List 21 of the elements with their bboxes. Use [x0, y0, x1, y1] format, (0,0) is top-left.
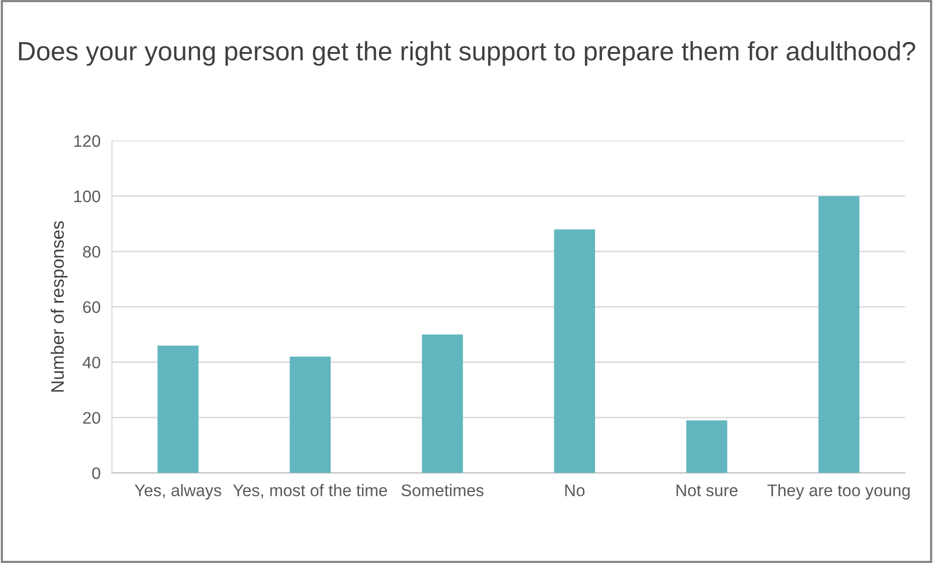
- bar: [290, 356, 331, 473]
- bar: [158, 346, 199, 473]
- y-tick-label: 40: [82, 356, 100, 368]
- x-tick-label: Yes, always: [134, 484, 222, 500]
- bar: [818, 196, 860, 473]
- chart-title: Does your young person get the right support to prepare them for adulthood?: [19, 41, 916, 66]
- x-tick-label: No: [565, 484, 585, 496]
- x-tick-label: Yes, most of the time: [233, 484, 387, 498]
- bar: [554, 229, 596, 473]
- bar: [686, 420, 728, 473]
- x-tick-label: Not sure: [676, 484, 738, 496]
- y-tick-label: 100: [74, 190, 100, 202]
- bar: [422, 334, 463, 473]
- y-tick-label: 60: [83, 301, 100, 314]
- y-tick-label: 120: [74, 135, 100, 147]
- y-axis-title: Number of responses: [50, 221, 68, 392]
- x-tick-label: Sometimes: [401, 484, 484, 496]
- y-tick-label: 20: [83, 412, 100, 424]
- x-tick-label: They are too young: [768, 484, 910, 500]
- y-tick-label: 0: [92, 467, 100, 480]
- y-tick-label: 80: [83, 246, 100, 258]
